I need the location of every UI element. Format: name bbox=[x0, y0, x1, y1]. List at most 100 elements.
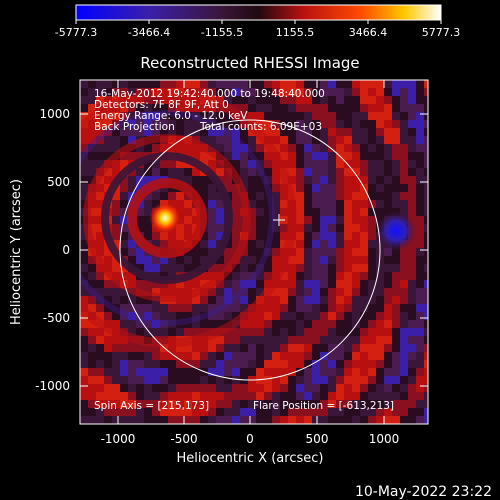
image-pixel bbox=[408, 80, 416, 88]
image-pixel bbox=[384, 312, 392, 320]
image-pixel bbox=[232, 368, 240, 376]
image-pixel bbox=[96, 272, 104, 280]
image-pixel bbox=[416, 400, 424, 408]
image-pixel bbox=[280, 392, 288, 400]
image-pixel bbox=[168, 96, 176, 104]
image-pixel bbox=[312, 256, 320, 264]
image-pixel bbox=[168, 312, 176, 320]
image-pixel bbox=[264, 368, 272, 376]
image-pixel bbox=[304, 416, 312, 424]
image-pixel bbox=[368, 192, 376, 200]
image-pixel bbox=[296, 352, 304, 360]
image-pixel bbox=[416, 176, 424, 184]
image-pixel bbox=[360, 176, 368, 184]
image-pixel bbox=[360, 384, 368, 392]
image-pixel bbox=[256, 368, 264, 376]
image-pixel bbox=[312, 168, 320, 176]
image-pixel bbox=[344, 400, 352, 408]
image-pixel bbox=[328, 408, 336, 416]
image-pixel bbox=[152, 400, 160, 408]
image-pixel bbox=[312, 192, 320, 200]
image-pixel bbox=[344, 368, 352, 376]
image-pixel bbox=[424, 112, 428, 120]
image-pixel bbox=[392, 176, 400, 184]
image-pixel bbox=[208, 224, 216, 232]
image-pixel bbox=[424, 272, 428, 280]
image-pixel bbox=[416, 288, 424, 296]
image-pixel bbox=[192, 344, 200, 352]
image-pixel bbox=[280, 128, 288, 136]
image-pixel bbox=[344, 80, 352, 88]
colorbar-label-4: 1155.5 bbox=[276, 26, 315, 39]
image-pixel bbox=[368, 272, 376, 280]
image-pixel bbox=[144, 304, 152, 312]
image-pixel bbox=[328, 208, 336, 216]
image-pixel bbox=[200, 112, 208, 120]
image-pixel bbox=[304, 208, 312, 216]
image-pixel bbox=[416, 112, 424, 120]
image-pixel bbox=[120, 240, 128, 248]
image-pixel bbox=[136, 208, 144, 216]
image-pixel bbox=[152, 168, 160, 176]
image-pixel bbox=[144, 144, 152, 152]
image-pixel bbox=[392, 384, 400, 392]
image-pixel bbox=[384, 408, 392, 416]
image-pixel bbox=[168, 392, 176, 400]
image-pixel bbox=[288, 376, 296, 384]
image-pixel bbox=[408, 352, 416, 360]
image-pixel bbox=[88, 384, 96, 392]
image-pixel bbox=[88, 88, 96, 96]
image-pixel bbox=[96, 304, 104, 312]
image-pixel bbox=[328, 296, 336, 304]
image-pixel bbox=[352, 344, 360, 352]
image-pixel bbox=[176, 128, 184, 136]
image-pixel bbox=[424, 280, 428, 288]
image-pixel bbox=[216, 280, 224, 288]
image-pixel bbox=[368, 224, 376, 232]
image-pixel bbox=[80, 88, 88, 96]
image-pixel bbox=[120, 288, 128, 296]
image-pixel bbox=[408, 248, 416, 256]
image-pixel bbox=[96, 216, 104, 224]
image-pixel bbox=[80, 144, 88, 152]
image-pixel bbox=[352, 296, 360, 304]
image-pixel bbox=[400, 312, 408, 320]
image-pixel bbox=[352, 200, 360, 208]
image-pixel bbox=[136, 152, 144, 160]
image-pixel bbox=[112, 160, 120, 168]
image-pixel bbox=[264, 248, 272, 256]
image-pixel bbox=[312, 208, 320, 216]
image-pixel bbox=[368, 416, 376, 424]
image-pixel bbox=[368, 376, 376, 384]
image-pixel bbox=[176, 120, 184, 128]
image-pixel bbox=[328, 104, 336, 112]
image-pixel bbox=[176, 416, 184, 424]
image-pixel bbox=[272, 80, 280, 88]
image-pixel bbox=[328, 312, 336, 320]
image-pixel bbox=[376, 200, 384, 208]
image-pixel bbox=[320, 160, 328, 168]
image-pixel bbox=[128, 416, 136, 424]
image-pixel bbox=[184, 176, 192, 184]
image-pixel bbox=[96, 200, 104, 208]
image-pixel bbox=[112, 384, 120, 392]
image-pixel bbox=[304, 304, 312, 312]
image-pixel bbox=[288, 304, 296, 312]
image-pixel bbox=[352, 376, 360, 384]
image-pixel bbox=[192, 248, 200, 256]
image-pixel bbox=[408, 144, 416, 152]
image-pixel bbox=[264, 192, 272, 200]
image-pixel bbox=[312, 288, 320, 296]
image-pixel bbox=[88, 96, 96, 104]
image-pixel bbox=[328, 184, 336, 192]
image-pixel bbox=[160, 256, 168, 264]
image-pixel bbox=[368, 152, 376, 160]
image-pixel bbox=[392, 296, 400, 304]
image-pixel bbox=[128, 272, 136, 280]
image-pixel bbox=[80, 392, 88, 400]
image-pixel bbox=[184, 312, 192, 320]
image-pixel bbox=[208, 240, 216, 248]
image-pixel bbox=[376, 336, 384, 344]
image-pixel bbox=[296, 104, 304, 112]
image-pixel bbox=[416, 280, 424, 288]
